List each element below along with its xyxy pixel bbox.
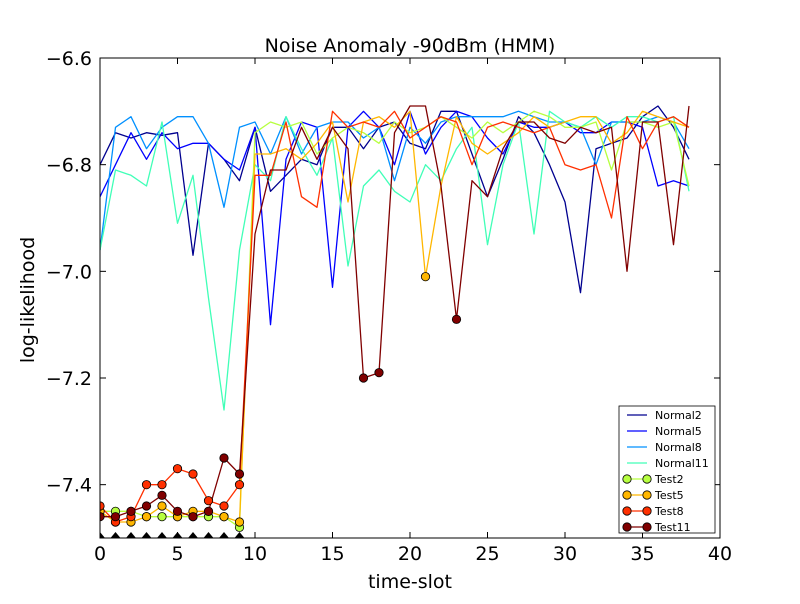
legend-test5-marker <box>622 490 632 500</box>
x-tick-label: 40 <box>708 543 732 565</box>
data-point-test11 <box>451 314 462 324</box>
data-point-test11 <box>234 469 245 479</box>
data-point-test2 <box>157 512 167 522</box>
y-tick-label: −7.4 <box>46 475 92 497</box>
legend-test11-marker <box>642 522 652 532</box>
data-point-test8 <box>141 480 152 490</box>
legend-normal8-label: Normal8 <box>655 441 702 454</box>
data-point-test5 <box>141 512 152 522</box>
series-layer <box>100 105 690 538</box>
x-tick-label: 20 <box>398 543 422 565</box>
x-tick-label: 25 <box>475 543 499 565</box>
legend-test5-marker <box>642 490 652 500</box>
baseline-marker <box>219 532 229 538</box>
y-axis-label: log-likelihood <box>17 237 39 363</box>
baseline-marker <box>188 532 198 538</box>
data-point-test11 <box>374 368 384 378</box>
legend-test2-label: Test2 <box>654 473 684 486</box>
series-line-normal11 <box>100 110 690 411</box>
legend-test8-marker <box>622 506 632 516</box>
axes-layer: 0 5 10 15 20 25 30 35 40 −7.4 −7.2 −7.0 −6.8 −6.6 <box>46 48 732 565</box>
x-tick-label: 5 <box>171 543 183 565</box>
baseline-marker <box>100 532 105 538</box>
legend-test8-label: Test8 <box>654 505 684 518</box>
legend-test2-marker <box>642 474 652 484</box>
series-line-test5 <box>100 110 690 523</box>
legend-test5-label: Test5 <box>654 489 684 502</box>
data-point-test5 <box>219 512 229 522</box>
legend-box <box>618 405 716 534</box>
baseline-marker <box>110 532 121 538</box>
chart-title: Noise Anomaly -90dBm (HMM) <box>265 35 556 57</box>
series-line-normal8 <box>100 110 690 251</box>
legend-test8-marker <box>642 506 652 516</box>
y-tick-label: −7.2 <box>46 368 92 390</box>
legend-test11-label: Test11 <box>654 521 691 534</box>
data-point-test8 <box>219 501 229 511</box>
data-point-test11 <box>110 512 121 522</box>
series-line-test8 <box>100 110 690 523</box>
data-point-test8 <box>234 480 245 490</box>
x-axis-label: time-slot <box>368 571 452 593</box>
x-tick-label: 15 <box>320 543 344 565</box>
data-point-test8 <box>157 480 167 490</box>
y-tick-label: −6.6 <box>46 48 92 70</box>
y-tick-label: −7.0 <box>46 261 92 283</box>
baseline-marker <box>234 532 245 538</box>
data-point-test5 <box>157 501 167 511</box>
x-tick-label: 35 <box>630 543 654 565</box>
baseline-marker <box>126 532 136 538</box>
baseline-marker <box>141 532 152 538</box>
baseline-marker <box>203 532 214 538</box>
data-point-test8 <box>172 464 183 474</box>
series-line-test2 <box>100 110 690 528</box>
legend: Normal2 Normal5 Normal8 Normal11 Test2 Test5 T… <box>618 405 716 534</box>
legend-normal2-label: Normal2 <box>655 409 702 422</box>
baseline-marker <box>157 532 167 538</box>
data-point-test8 <box>188 469 198 479</box>
x-tick-label: 0 <box>94 543 106 565</box>
y-tick-label: −6.8 <box>46 155 92 177</box>
data-point-test8 <box>203 496 214 506</box>
legend-test2-marker <box>622 474 632 484</box>
x-tick-label: 10 <box>243 543 267 565</box>
data-point-test11 <box>203 506 214 516</box>
x-tick-label: 30 <box>553 543 577 565</box>
data-point-test5 <box>234 517 245 527</box>
data-point-test11 <box>188 512 198 522</box>
data-point-test11 <box>172 506 183 516</box>
data-point-test5 <box>420 272 431 282</box>
legend-normal11-label: Normal11 <box>655 457 709 470</box>
series-line-test11 <box>100 105 690 518</box>
legend-normal5-label: Normal5 <box>655 425 702 438</box>
data-point-test11 <box>157 490 167 500</box>
data-point-test11 <box>141 501 152 511</box>
series-line-normal5 <box>100 110 690 326</box>
data-point-test11 <box>358 373 369 383</box>
data-point-test11 <box>219 453 229 463</box>
legend-test11-marker <box>622 522 632 532</box>
data-point-test11 <box>126 506 136 516</box>
